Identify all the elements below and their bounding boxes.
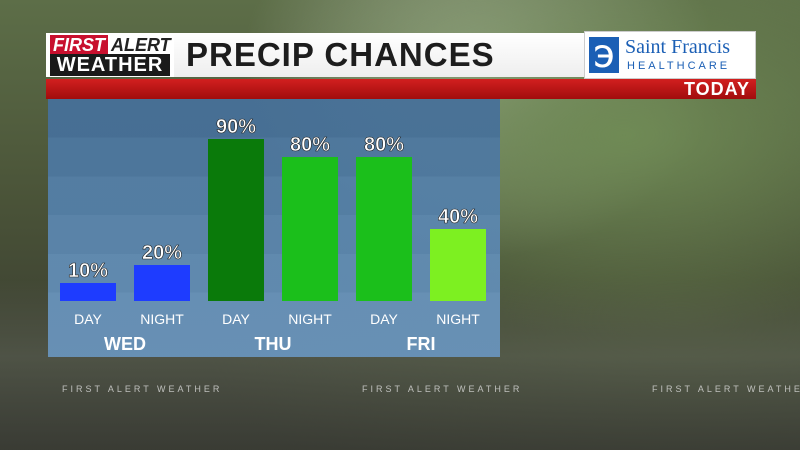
saint-francis-icon: ℈ [589,37,619,73]
bar-0 [60,283,116,301]
value-label-0: 10% [68,260,108,282]
bar-4 [356,157,412,301]
category-label-5: NIGHT [436,311,480,327]
logo-alert-text: ALERT [111,35,171,55]
category-label-4: DAY [370,311,398,327]
logo-first-text: FIRST [50,35,108,55]
bar-3 [282,157,338,301]
value-label-3: 80% [290,134,330,156]
page-title: PRECIP CHANCES [186,36,495,73]
sponsor-name: Saint Francis [625,36,730,58]
value-label-1: 20% [142,242,182,264]
precip-chart: 10% DAY 20% NIGHT 90% DAY 80% NIGHT 80% DAY 40% NIG… [60,116,486,354]
red-banner: TODAY [46,79,756,99]
bar-1 [134,265,190,301]
category-label-2: DAY [222,311,250,327]
watermark-left: FIRST ALERT WEATHER [62,384,223,394]
value-label-4: 80% [364,134,404,156]
group-label-thu: THU [255,334,292,354]
watermark-center: FIRST ALERT WEATHER [362,384,523,394]
group-label-wed: WED [104,334,146,354]
sponsor-subtitle: HEALTHCARE [627,60,731,72]
bar-5 [430,229,486,301]
category-label-0: DAY [74,311,102,327]
value-label-5: 40% [438,206,478,228]
chart-panel [48,99,500,357]
first-alert-weather-logo: FIRST ALERT WEATHER [46,33,174,77]
today-tag: TODAY [683,79,750,99]
watermark-right: FIRST ALERT WEATHER [652,384,800,394]
group-label-fri: FRI [407,334,436,354]
sponsor-logo: ℈ Saint Francis HEALTHCARE [584,31,756,79]
bar-2 [208,139,264,301]
logo-weather-text: WEATHER [50,54,170,76]
category-label-3: NIGHT [288,311,332,327]
value-label-2: 90% [216,116,256,138]
category-label-1: NIGHT [140,311,184,327]
